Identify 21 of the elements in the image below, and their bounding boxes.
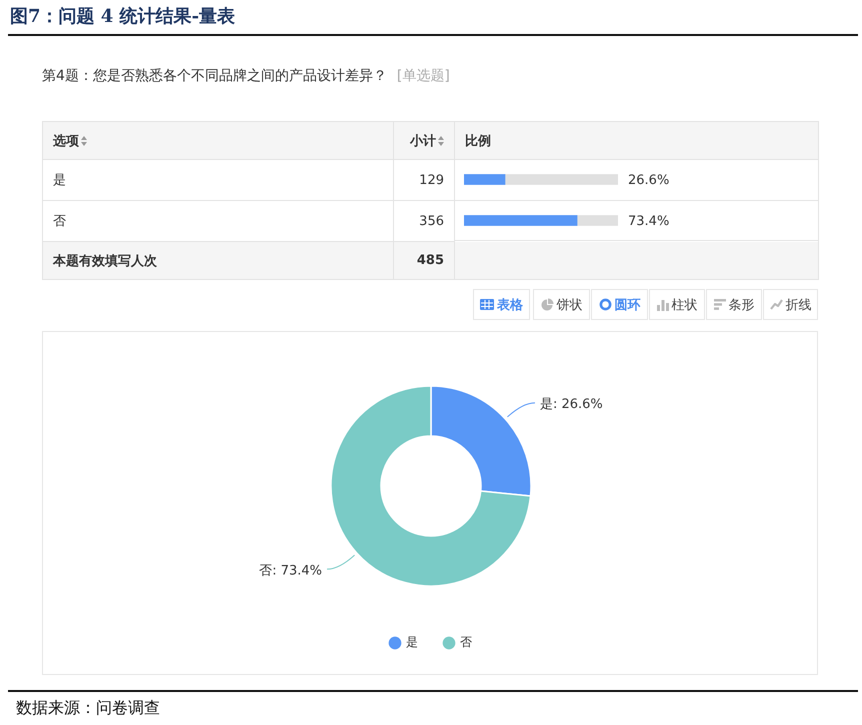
data-label: 是: 26.6% (540, 397, 603, 412)
data-label: 否: 73.4% (259, 564, 322, 579)
data-label: 26.6% (628, 172, 670, 188)
text: 485 (394, 242, 454, 280)
toolbar-button[interactable]: 折线 (763, 289, 818, 320)
data-label: 73.4% (628, 214, 670, 229)
legend-label: 是 (406, 635, 418, 650)
toolbar-button[interactable]: 饼状 (533, 289, 590, 320)
source-note: 数据来源：问卷调查 (16, 698, 160, 719)
text: 本题有效填写人次 (42, 242, 394, 280)
text: 356 (394, 200, 454, 242)
text: 选项 (53, 134, 79, 148)
text: 129 (394, 160, 454, 200)
legend-label: 否 (460, 635, 472, 650)
toolbar-button[interactable]: 柱状 (649, 289, 705, 320)
text: 图7：问题 4 统计结果-量表 (10, 5, 236, 28)
text: 第4题：您是否熟悉各个不同品牌之间的产品设计差异？ (42, 68, 387, 84)
text: 比例 (454, 122, 818, 160)
text: [单选题] (396, 68, 450, 84)
toolbar-button[interactable]: 条形 (706, 289, 762, 320)
text: 小计 (410, 134, 436, 148)
